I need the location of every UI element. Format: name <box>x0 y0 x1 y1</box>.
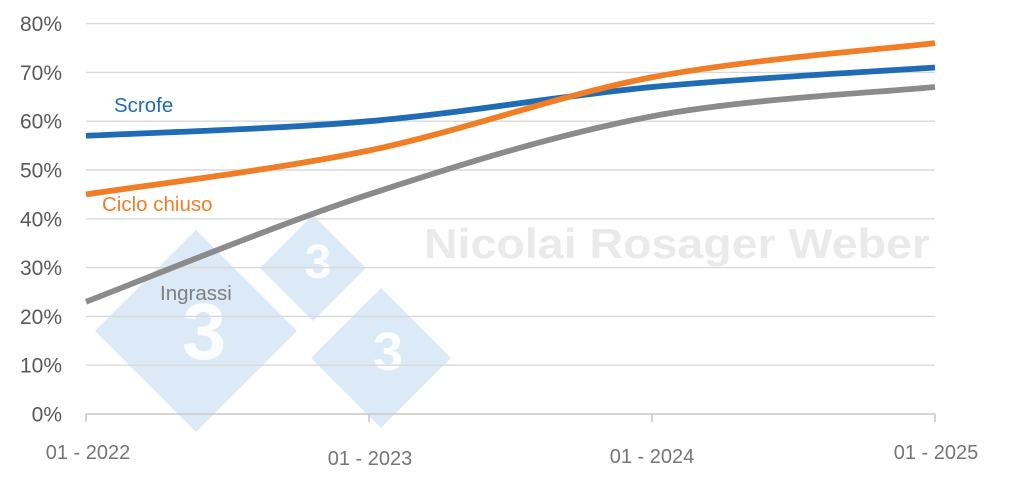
x-axis-line <box>85 413 936 422</box>
series-line-scrofe <box>85 64 936 139</box>
x-tick-label: 01 - 2025 <box>894 442 979 464</box>
y-tick-label: 60% <box>20 111 62 134</box>
watermark-diamond <box>311 288 451 428</box>
series-lines <box>84 40 936 305</box>
y-tick-label: 50% <box>20 160 62 183</box>
gridlines <box>86 22 935 366</box>
watermark-author-text: Nicolai Rosager Weber <box>424 220 930 267</box>
watermark-digit: 3 <box>373 322 403 382</box>
x-tick-label: 01 - 2023 <box>328 448 413 470</box>
series-label-scrofe: Scrofe <box>114 94 173 117</box>
y-tick-label: 80% <box>20 13 62 36</box>
y-tick-label: 10% <box>20 355 62 378</box>
y-axis-tick-labels: 80% 70% 60% 50% 40% 30% 20% 10% 0% <box>20 13 62 426</box>
x-tick-label: 01 - 2022 <box>46 442 131 464</box>
watermark-digit: 3 <box>182 287 227 376</box>
series-line-ciclo-chiuso <box>85 40 936 198</box>
x-tick-label: 01 - 2024 <box>610 446 695 468</box>
series-label-ingrassi: Ingrassi <box>160 282 232 305</box>
watermark-digit: 3 <box>305 236 332 289</box>
series-line-ingrassi <box>84 84 936 305</box>
y-tick-label: 0% <box>32 404 62 427</box>
y-tick-label: 40% <box>20 208 62 231</box>
y-tick-label: 20% <box>20 306 62 329</box>
x-axis-tick-labels: 01 - 2022 01 - 2023 01 - 2024 01 - 2025 <box>46 442 979 470</box>
series-label-ciclo-chiuso: Ciclo chiuso <box>102 193 213 216</box>
y-tick-label: 30% <box>20 257 62 280</box>
series-inline-labels: Scrofe Ciclo chiuso Ingrassi <box>102 94 232 305</box>
pig333-watermark-logo: 333 <box>95 215 451 432</box>
y-tick-label: 70% <box>20 62 62 85</box>
